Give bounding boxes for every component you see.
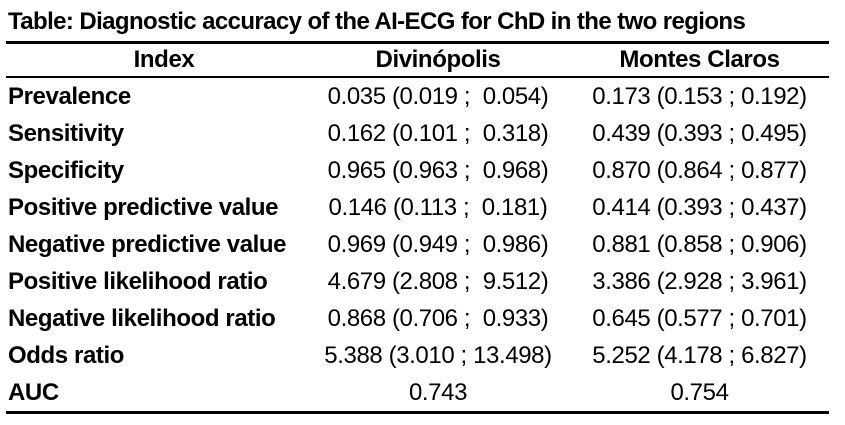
row-label: Negative predictive value bbox=[8, 230, 287, 258]
table-row-odds-ratio: Odds ratio 5.388 (3.010 ; 13.498) 5.252 … bbox=[6, 337, 829, 374]
divinopolis-value: 0.162 (0.101 ; 0.318) bbox=[327, 119, 549, 147]
table-row-specificity: Specificity 0.965 (0.963 ; 0.968) 0.870 … bbox=[6, 152, 829, 189]
row-label: Specificity bbox=[8, 156, 124, 184]
table-title: Table: Diagnostic accuracy of the AI-ECG… bbox=[8, 8, 746, 35]
rule-header bbox=[6, 75, 829, 78]
montes-claros-value: 0.645 (0.577 ; 0.701) bbox=[592, 304, 807, 332]
montes-claros-value: 0.754 bbox=[670, 378, 729, 406]
table-row-prevalence: Prevalence 0.035 (0.019 ; 0.054) 0.173 (… bbox=[6, 78, 829, 115]
row-label: Odds ratio bbox=[8, 341, 125, 369]
table-row-negative-likelihood-ratio: Negative likelihood ratio 0.868 (0.706 ;… bbox=[6, 300, 829, 337]
row-label: AUC bbox=[8, 378, 59, 406]
table-header-row: Index Divinópolis Montes Claros bbox=[6, 44, 829, 76]
rule-bottom bbox=[6, 411, 829, 414]
table-row-positive-predictive-value: Positive predictive value 0.146 (0.113 ;… bbox=[6, 189, 829, 226]
row-label: Sensitivity bbox=[8, 119, 124, 147]
montes-claros-value: 0.881 (0.858 ; 0.906) bbox=[592, 230, 807, 258]
row-label: Prevalence bbox=[8, 82, 131, 110]
montes-claros-value: 3.386 (2.928 ; 3.961) bbox=[592, 267, 807, 295]
divinopolis-value: 5.388 (3.010 ; 13.498) bbox=[324, 341, 552, 369]
montes-claros-value: 0.173 (0.153 ; 0.192) bbox=[592, 82, 807, 110]
divinopolis-value: 4.679 (2.808 ; 9.512) bbox=[327, 267, 549, 295]
divinopolis-value: 0.868 (0.706 ; 0.933) bbox=[327, 304, 549, 332]
divinopolis-value: 0.743 bbox=[408, 378, 468, 406]
column-header-montes-claros: Montes Claros bbox=[619, 45, 780, 73]
table-row-sensitivity: Sensitivity 0.162 (0.101 ; 0.318) 0.439 … bbox=[6, 115, 829, 152]
montes-claros-value: 0.870 (0.864 ; 0.877) bbox=[592, 156, 807, 184]
column-header-index: Index bbox=[133, 45, 195, 73]
column-header-divinopolis: Divinópolis bbox=[375, 45, 501, 73]
row-label: Positive likelihood ratio bbox=[8, 267, 268, 295]
divinopolis-value: 0.965 (0.963 ; 0.968) bbox=[327, 156, 549, 184]
row-label: Positive predictive value bbox=[8, 193, 279, 221]
montes-claros-value: 0.414 (0.393 ; 0.437) bbox=[592, 193, 807, 221]
table-row-negative-predictive-value: Negative predictive value 0.969 (0.949 ;… bbox=[6, 226, 829, 263]
divinopolis-value: 0.146 (0.113 ; 0.181) bbox=[328, 193, 548, 221]
table-row-auc: AUC 0.743 0.754 bbox=[6, 374, 829, 411]
table-row-positive-likelihood-ratio: Positive likelihood ratio 4.679 (2.808 ;… bbox=[6, 263, 829, 300]
row-label: Negative likelihood ratio bbox=[8, 304, 276, 332]
divinopolis-value: 0.035 (0.019 ; 0.054) bbox=[327, 82, 549, 110]
divinopolis-value: 0.969 (0.949 ; 0.986) bbox=[327, 230, 549, 258]
rule-top bbox=[6, 41, 829, 44]
montes-claros-value: 0.439 (0.393 ; 0.495) bbox=[592, 119, 807, 147]
montes-claros-value: 5.252 (4.178 ; 6.827) bbox=[592, 341, 807, 369]
